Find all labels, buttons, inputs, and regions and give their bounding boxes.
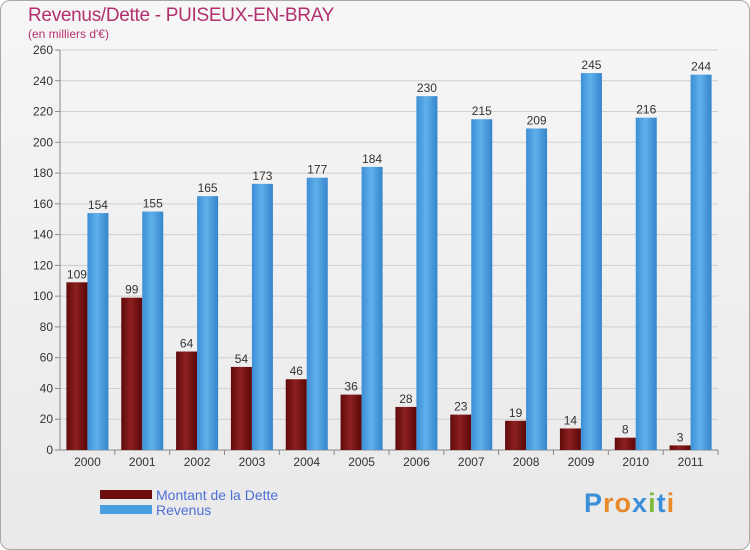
bar-dette-2004 [285,379,307,450]
data-label-revenus-2011: 244 [691,60,711,74]
data-label-revenus-2001: 155 [143,197,163,211]
x-tick-label-2008: 2008 [513,455,540,469]
y-tick-label-100: 100 [33,289,53,303]
y-tick-label-160: 160 [33,197,53,211]
x-tick-label-2007: 2007 [458,455,485,469]
logo-letter: r [603,488,615,518]
bar-dette-2011 [669,445,691,450]
data-label-revenus-2007: 215 [472,104,492,118]
data-label-revenus-2004: 177 [307,163,327,177]
y-tick-label-200: 200 [33,135,53,149]
x-tick-label-2004: 2004 [293,455,320,469]
x-tick-label-2009: 2009 [568,455,595,469]
bar-revenus-2009 [580,73,602,451]
legend-label-debt: Montant de la Dette [156,486,279,503]
y-tick-label-20: 20 [40,412,54,426]
y-tick-label-240: 240 [33,74,53,88]
y-tick-label-180: 180 [33,166,53,180]
bar-dette-2000 [66,282,88,450]
chart-title: Revenus/Dette - PUISEUX-EN-BRAY [28,5,335,26]
data-label-dette-2011: 3 [677,430,684,444]
y-tick-label-120: 120 [33,258,53,272]
x-tick-label-2005: 2005 [348,455,375,469]
bar-dette-2002 [176,351,198,450]
bar-dette-2008 [505,420,527,450]
data-label-dette-2005: 36 [344,380,358,394]
data-label-revenus-2009: 245 [581,58,601,72]
data-label-dette-2008: 19 [509,406,523,420]
y-tick-label-140: 140 [33,228,53,242]
bar-revenus-2001 [142,211,164,450]
labels: 0 20 40 60 80 100 120 140 160 180 200 220 240 260 2000… [33,43,711,469]
chart-subtitle: (en milliers d'€) [28,27,109,41]
logo-letter: i [648,488,657,518]
legend-label-revenus: Revenus [156,501,212,518]
data-label-revenus-2010: 216 [636,103,656,117]
bar-revenus-2002 [197,196,219,450]
x-tick-label-2000: 2000 [74,455,101,469]
bar-revenus-2005 [361,166,383,450]
bar-revenus-2004 [306,177,328,450]
bars [66,73,712,451]
data-label-dette-2003: 54 [235,352,249,366]
y-tick-label-260: 260 [33,43,53,57]
bar-dette-2007 [450,414,472,450]
logo-letter: o [614,488,633,518]
bar-dette-2003 [230,366,252,450]
bar-revenus-2000 [87,213,109,450]
legend: Montant de la Dette Revenus [100,486,279,518]
bar-dette-2005 [340,394,362,450]
y-tick-label-80: 80 [40,320,54,334]
data-label-dette-2007: 23 [454,400,468,414]
logo-letter: t [656,488,667,518]
bar-dette-2009 [559,428,581,450]
proxiti-logo: Proxiti [584,488,675,519]
y-tick-label-60: 60 [40,351,54,365]
data-label-dette-2010: 8 [622,423,629,437]
bar-revenus-2011 [690,74,712,450]
y-tick-label-40: 40 [40,381,54,395]
logo-letter: P [584,488,604,518]
legend-swatch-debt [100,490,152,499]
data-label-revenus-2006: 230 [417,81,437,95]
data-label-dette-2000: 109 [67,267,87,281]
bar-revenus-2006 [416,96,438,451]
bar-dette-2010 [614,437,636,450]
data-label-dette-2009: 14 [564,413,578,427]
data-label-revenus-2003: 173 [252,169,272,183]
x-tick-label-2010: 2010 [622,455,649,469]
x-tick-label-2002: 2002 [184,455,211,469]
grid [55,49,719,455]
bar-dette-2001 [121,297,143,450]
bar-dette-2006 [395,406,417,450]
data-label-revenus-2005: 184 [362,152,382,166]
data-label-revenus-2002: 165 [198,181,218,195]
y-tick-label-0: 0 [46,443,53,457]
data-label-revenus-2000: 154 [88,198,108,212]
y-tick-label-220: 220 [33,105,53,119]
x-tick-label-2001: 2001 [129,455,156,469]
logo-letter: i [666,488,676,518]
bar-revenus-2007 [471,119,493,450]
data-label-dette-2004: 46 [290,364,304,378]
data-label-dette-2001: 99 [125,283,139,297]
bar-revenus-2010 [635,117,657,450]
logo-letter: x [632,488,649,518]
bar-revenus-2003 [251,183,273,450]
legend-item-debt: Montant de la Dette [100,486,279,503]
legend-swatch-revenus [100,505,152,514]
x-tick-label-2003: 2003 [239,455,266,469]
x-tick-label-2011: 2011 [678,455,704,469]
bar-revenus-2008 [526,128,548,450]
data-label-revenus-2008: 209 [527,113,547,127]
x-tick-label-2006: 2006 [403,455,430,469]
legend-item-revenus: Revenus [100,501,278,518]
data-label-dette-2006: 28 [399,392,413,406]
data-label-dette-2002: 64 [180,337,194,351]
